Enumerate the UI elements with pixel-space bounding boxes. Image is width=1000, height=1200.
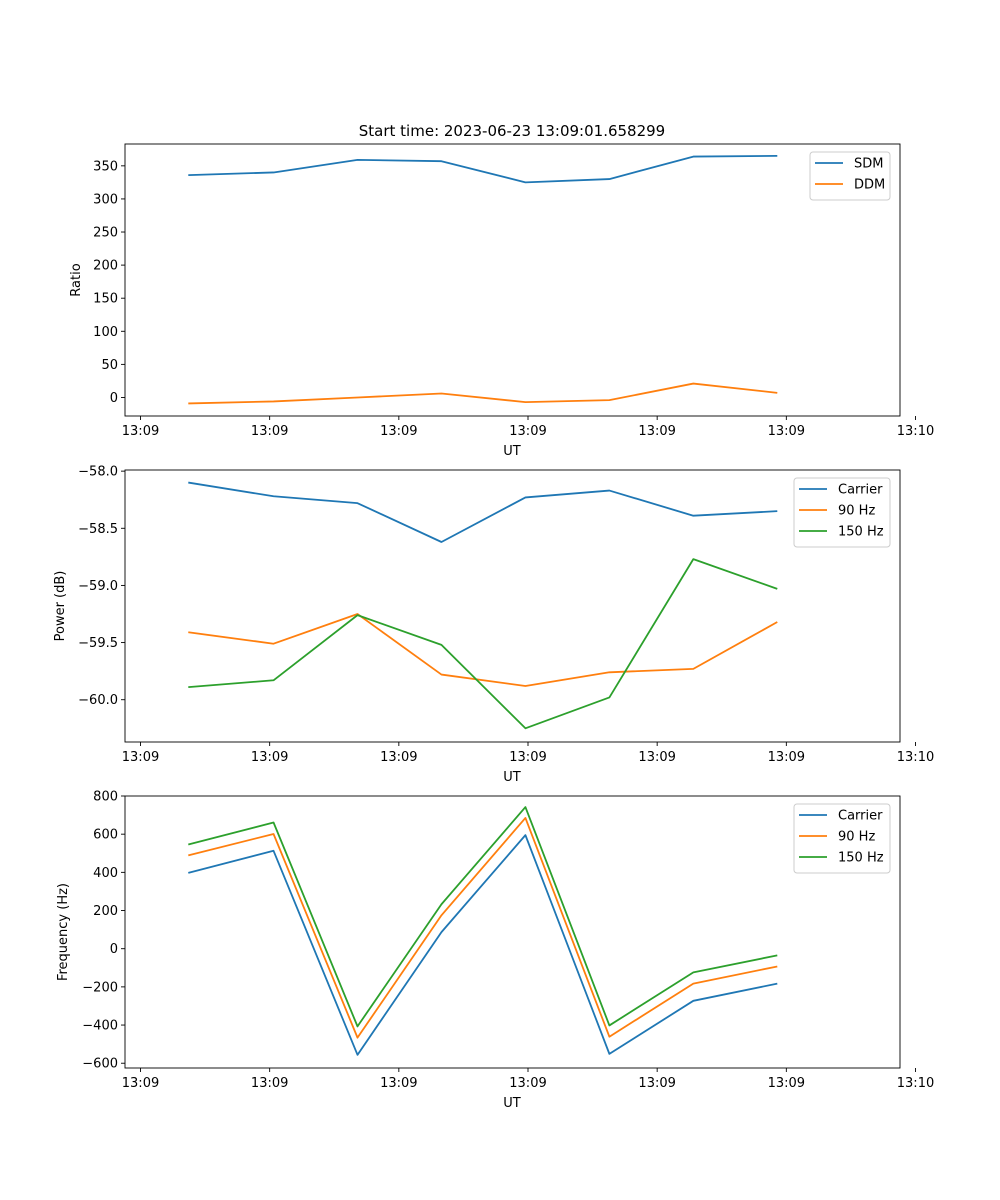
y-tick-label: 0 (110, 391, 118, 406)
figure-title: Start time: 2023-06-23 13:09:01.658299 (359, 122, 665, 140)
series-line-2 (188, 613, 778, 687)
y-tick-label: 300 (93, 192, 118, 207)
legend-box (793, 477, 891, 548)
y-tick-label: −600 (82, 1057, 118, 1072)
x-tick-label: 13:10 (897, 1076, 934, 1091)
legend-entry: SDM (854, 157, 883, 172)
legend-box (809, 151, 891, 201)
series-line-3 (188, 806, 778, 1028)
series-line-3 (188, 558, 778, 730)
series-line-1 (188, 481, 778, 543)
y-tick-label: 800 (93, 790, 118, 805)
y-tick-label: −60.0 (78, 693, 118, 708)
x-tick-label: 13:09 (251, 1076, 288, 1091)
x-axis-label: UT (503, 1096, 521, 1111)
y-tick-label: −59.0 (78, 579, 118, 594)
x-tick-label: 13:09 (380, 1076, 417, 1091)
y-tick-label: −58.5 (78, 522, 118, 537)
x-tick-label: 13:09 (768, 1076, 805, 1091)
y-tick-label: 0 (110, 942, 118, 957)
subplots: 13:09 13:09 13:09 13:09 13:09 13:09 13:10 0 50 10… (53, 143, 934, 1112)
series-line-2 (188, 817, 778, 1039)
legend-entry: 150 Hz (838, 851, 884, 866)
x-tick-label: 13:09 (251, 750, 288, 765)
series-line-1 (188, 155, 778, 184)
y-tick-label: 400 (93, 866, 118, 881)
y-tick-label: 50 (101, 358, 118, 373)
y-tick-label: 250 (93, 226, 118, 241)
x-tick-label: 13:09 (509, 750, 546, 765)
x-tick-label: 13:10 (897, 424, 934, 439)
series-line-2 (188, 382, 778, 405)
legend-entry: Carrier (838, 809, 883, 824)
x-tick-label: 13:10 (897, 750, 934, 765)
axes-frame (124, 469, 901, 743)
y-tick-label: −400 (82, 1019, 118, 1034)
legend-entry: 90 Hz (838, 504, 875, 519)
legend-box (793, 803, 891, 874)
legend: Carrier 90 Hz 150 Hz (793, 477, 891, 548)
legend-entry: DDM (854, 178, 885, 193)
legend-entry: Carrier (838, 483, 883, 498)
x-tick-label: 13:09 (251, 424, 288, 439)
x-tick-label: 13:09 (380, 750, 417, 765)
y-tick-label: 200 (93, 904, 118, 919)
y-tick-label: −58.0 (78, 465, 118, 480)
subplot-1: 13:09 13:09 13:09 13:09 13:09 13:09 13:10 0 50 10… (69, 143, 934, 459)
x-tick-label: 13:09 (768, 424, 805, 439)
x-axis-label: UT (503, 770, 521, 785)
axes-frame (124, 795, 901, 1069)
legend-entry: 90 Hz (838, 830, 875, 845)
x-axis-label: UT (503, 444, 521, 459)
subplot-2: 13:09 13:09 13:09 13:09 13:09 13:09 13:10 −60.0… (53, 465, 934, 785)
x-tick-label: 13:09 (638, 1076, 675, 1091)
series-line-1 (188, 834, 778, 1056)
legend: SDM DDM (809, 151, 891, 201)
x-tick-label: 13:09 (768, 750, 805, 765)
y-axis-label: Ratio (69, 263, 84, 296)
x-tick-label: 13:09 (638, 424, 675, 439)
y-axis-label: Power (dB) (53, 571, 68, 642)
x-tick-label: 13:09 (122, 750, 159, 765)
x-tick-label: 13:09 (122, 424, 159, 439)
y-tick-label: 200 (93, 259, 118, 274)
y-tick-label: −59.5 (78, 636, 118, 651)
y-tick-label: 150 (93, 292, 118, 307)
legend: Carrier 90 Hz 150 Hz (793, 803, 891, 874)
y-tick-label: 100 (93, 325, 118, 340)
x-tick-label: 13:09 (509, 1076, 546, 1091)
axes-frame (124, 143, 901, 417)
x-tick-label: 13:09 (509, 424, 546, 439)
x-tick-label: 13:09 (638, 750, 675, 765)
y-axis-label: Frequency (Hz) (56, 883, 71, 981)
x-tick-label: 13:09 (122, 1076, 159, 1091)
subplot-3: 13:09 13:09 13:09 13:09 13:09 13:09 13:10 −600 −… (56, 790, 934, 1112)
legend-entry: 150 Hz (838, 525, 884, 540)
y-tick-label: 350 (93, 159, 118, 174)
y-tick-label: −200 (82, 980, 118, 995)
x-tick-label: 13:09 (380, 424, 417, 439)
y-tick-label: 600 (93, 828, 118, 843)
